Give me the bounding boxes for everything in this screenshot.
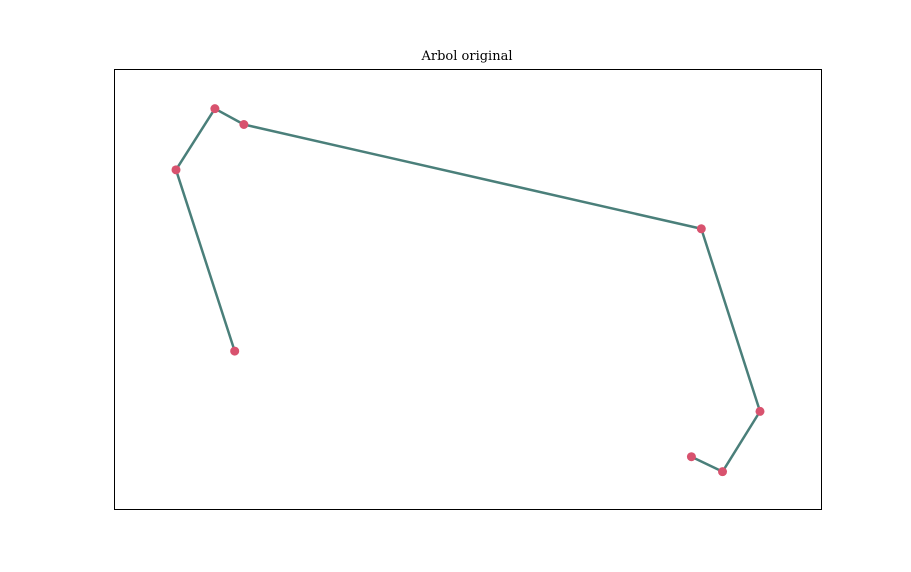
- series-0-point-2: [210, 104, 220, 114]
- series-0-point-1: [171, 165, 181, 175]
- chart-title: Arbol original: [421, 49, 513, 64]
- series-0-segment-1: [174, 107, 217, 172]
- series-0-segment-6: [690, 455, 724, 473]
- series-0-segment-3: [242, 123, 703, 231]
- series-0-point-6: [718, 467, 728, 477]
- series-layer: [171, 104, 765, 477]
- series-0-point-5: [755, 406, 765, 416]
- series-0-point-0: [230, 346, 240, 356]
- series-0-point-3: [239, 120, 249, 129]
- series-0-point-4: [696, 224, 706, 234]
- series-0-segment-2: [213, 107, 246, 126]
- series-0-segment-4: [700, 227, 762, 413]
- plot-area-frame: [114, 69, 822, 510]
- series-0-segment-5: [721, 410, 762, 473]
- series-0-point-7: [686, 452, 696, 462]
- series-0-segment-0: [174, 168, 236, 353]
